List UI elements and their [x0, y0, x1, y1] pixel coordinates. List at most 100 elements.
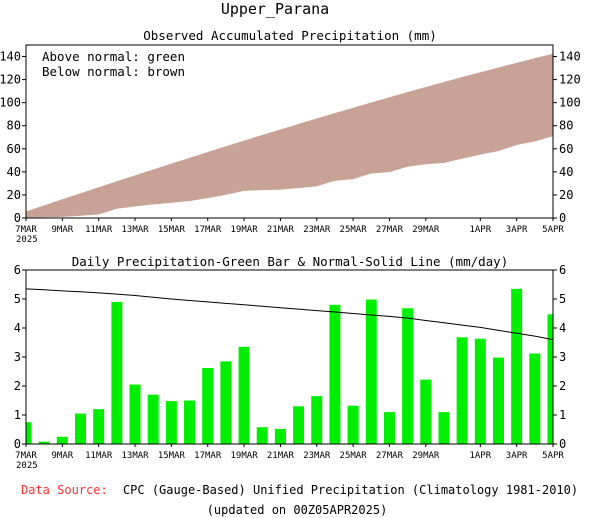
x-tick-label: 5APR — [542, 225, 564, 235]
accumulated-y-axis: 0 0 20 20 40 40 60 60 80 80 100 100 120 120 140 140 — [0, 50, 581, 225]
daily-bar — [184, 400, 196, 444]
daily-chart-title: Daily Precipitation-Green Bar & Normal-S… — [72, 254, 509, 269]
x-tick-label: 5APR — [542, 451, 564, 461]
daily-bar — [492, 357, 504, 444]
y-tick-label-right: 0 — [559, 211, 566, 225]
daily-bars — [26, 288, 553, 444]
accumulated-year-label: 2025 — [16, 235, 38, 245]
accumulated-anomaly-segment — [534, 53, 554, 142]
x-tick-label: 1APR — [469, 225, 491, 235]
y-tick-label-left: 120 — [0, 73, 21, 87]
accumulated-anomaly-segment — [80, 187, 99, 216]
legend-below-normal: Below normal: brown — [42, 64, 185, 79]
y-tick-label-right: 2 — [559, 379, 566, 393]
accumulated-x-axis: 7MAR 9MAR 11MAR 13MAR 15MAR 17MAR 19MAR 21MAR 23… — [15, 218, 564, 235]
x-tick-label: 23MAR — [303, 451, 331, 461]
x-tick-label: 17MAR — [194, 451, 222, 461]
accumulated-anomaly-segment — [516, 58, 536, 146]
daily-bar — [547, 314, 553, 444]
y-tick-label-right: 0 — [559, 437, 566, 451]
accumulated-anomaly-segment — [134, 169, 154, 207]
daily-bar — [220, 361, 232, 444]
daily-bar — [56, 436, 68, 444]
y-tick-label-right: 20 — [559, 188, 573, 202]
y-tick-label-right: 120 — [559, 73, 581, 87]
y-tick-label-left: 0 — [14, 211, 21, 225]
x-tick-label: 29MAR — [412, 225, 440, 235]
daily-bar — [511, 288, 523, 444]
accumulated-anomaly-segment — [352, 102, 372, 180]
daily-bar — [293, 406, 305, 444]
accumulated-plot-frame — [25, 44, 554, 219]
accumulated-anomaly-segment — [25, 205, 45, 218]
accumulated-anomaly-segment — [298, 118, 318, 189]
accumulated-anomaly-segment — [116, 175, 136, 209]
y-tick-label-left: 2 — [14, 379, 21, 393]
daily-bar — [474, 338, 486, 444]
y-tick-label-right: 6 — [559, 263, 566, 277]
daily-bar — [38, 441, 50, 444]
accumulated-anomaly-segment — [171, 157, 190, 203]
daily-bar — [420, 379, 432, 444]
accumulated-anomaly-segment — [280, 123, 299, 190]
daily-bar — [365, 299, 377, 444]
accumulated-anomaly-segment — [443, 77, 463, 164]
daily-plot-frame — [25, 269, 554, 445]
accumulated-anomaly-segment — [407, 86, 427, 167]
accumulated-anomaly-segment — [98, 181, 118, 215]
daily-bar — [93, 409, 105, 444]
daily-chart: Daily Precipitation-Green Bar & Normal-S… — [14, 254, 566, 471]
x-tick-label: 25MAR — [340, 225, 368, 235]
accumulated-anomaly-segment — [316, 112, 336, 187]
x-tick-label: 3APR — [506, 451, 528, 461]
accumulated-anomaly-segment — [498, 62, 517, 152]
x-tick-label: 7MAR — [15, 451, 37, 461]
y-tick-label-left: 100 — [0, 96, 21, 110]
daily-bar — [202, 368, 214, 444]
accumulated-anomaly-segment — [261, 129, 281, 191]
y-tick-label-left: 60 — [7, 142, 21, 156]
daily-bar — [147, 394, 159, 444]
daily-bar — [256, 427, 268, 444]
daily-bar — [26, 422, 32, 444]
x-tick-label: 13MAR — [121, 451, 149, 461]
data-source-line: Data Source: CPC (Gauge-Based) Unified P… — [21, 483, 578, 497]
updated-note: (updated on 00Z05APR2025) — [207, 503, 388, 517]
accumulated-chart-title: Observed Accumulated Precipitation (mm) — [143, 28, 437, 43]
x-tick-label: 1APR — [469, 451, 491, 461]
x-tick-label: 9MAR — [52, 451, 74, 461]
y-tick-label-left: 20 — [7, 188, 21, 202]
x-tick-label: 19MAR — [231, 225, 259, 235]
accumulated-areas — [25, 53, 554, 218]
daily-bar — [165, 401, 177, 444]
x-tick-label: 7MAR — [15, 225, 37, 235]
x-tick-label: 25MAR — [340, 451, 368, 461]
x-tick-label: 23MAR — [303, 225, 331, 235]
y-tick-label-left: 0 — [14, 437, 21, 451]
y-tick-label-right: 4 — [559, 321, 566, 335]
x-tick-label: 15MAR — [158, 451, 186, 461]
accumulated-anomaly-segment — [461, 72, 481, 159]
y-tick-label-right: 40 — [559, 165, 573, 179]
x-tick-label: 21MAR — [267, 451, 295, 461]
accumulated-anomaly-segment — [370, 97, 390, 174]
accumulated-chart: Observed Accumulated Precipitation (mm) … — [0, 28, 581, 245]
y-tick-label-left: 6 — [14, 263, 21, 277]
y-tick-label-right: 100 — [559, 96, 581, 110]
y-tick-label-left: 140 — [0, 50, 21, 64]
x-tick-label: 3APR — [506, 225, 528, 235]
page-title: Upper_Parana — [221, 0, 329, 18]
x-tick-label: 21MAR — [267, 225, 295, 235]
daily-bar — [438, 412, 450, 444]
daily-normal-line — [25, 288, 554, 341]
y-tick-label-right: 1 — [559, 408, 566, 422]
x-tick-label: 27MAR — [376, 451, 404, 461]
y-tick-label-right: 60 — [559, 142, 573, 156]
accumulated-anomaly-segment — [62, 193, 81, 217]
y-tick-label-left: 5 — [14, 292, 21, 306]
x-tick-label: 29MAR — [412, 451, 440, 461]
daily-bar — [329, 304, 341, 444]
accumulated-anomaly-segment — [43, 199, 63, 218]
x-tick-label: 27MAR — [376, 225, 404, 235]
